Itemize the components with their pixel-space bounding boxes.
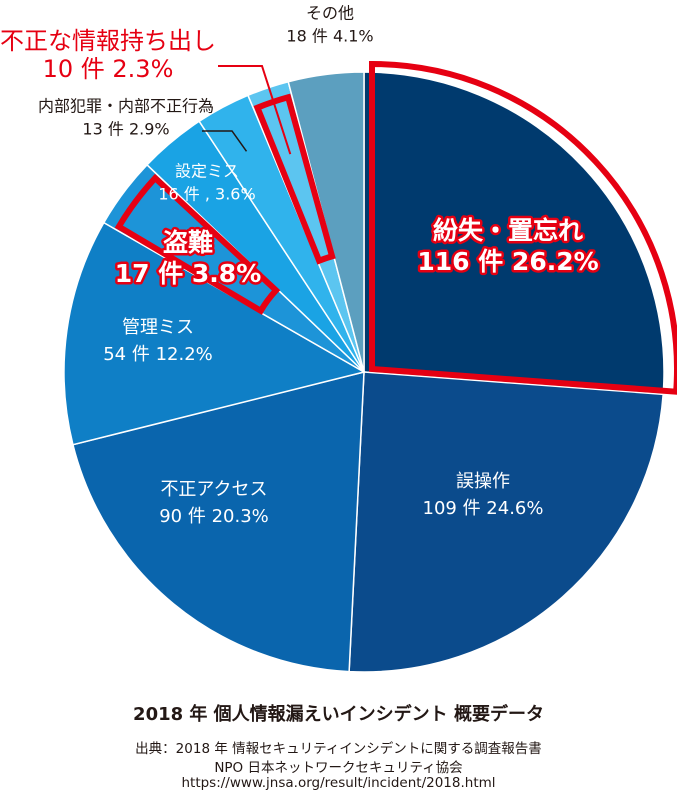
slice-category-label: 内部犯罪・内部不正行為 — [38, 97, 214, 116]
leader-lines — [202, 65, 292, 155]
source-citation: 出典：2018 年 情報セキュリティインシデントに関する調査報告書 — [135, 741, 542, 757]
slice-value-label: 18 件 4.1% — [286, 27, 373, 46]
slice-category-label: 誤操作 — [456, 471, 510, 492]
pie-slice — [287, 71, 365, 373]
slice-category-label: その他 — [306, 4, 354, 23]
slice-value-label: 116 件 26.2% — [417, 247, 598, 276]
slice-value-label: 90 件 20.3% — [159, 506, 269, 527]
pie-slices — [63, 60, 677, 673]
leader-line — [218, 65, 292, 155]
slice-category-label: 不正な情報持ち出し — [0, 27, 216, 55]
leader-line — [202, 130, 248, 152]
slice-category-label: 設定ミス — [175, 162, 239, 181]
highlight-outline — [114, 173, 281, 315]
slice-category-label: 管理ミス — [122, 317, 194, 338]
slice-value-label: 16 件 , 3.6% — [158, 185, 255, 204]
source-organization: NPO 日本ネットワークセキュリティ協会 — [214, 760, 463, 776]
slice-category-label: 盗難 — [163, 228, 213, 257]
slice-value-label: 109 件 24.6% — [423, 498, 544, 519]
slice-value-label: 13 件 2.9% — [82, 120, 169, 139]
pie-slice — [72, 371, 365, 673]
slice-value-label: 10 件 2.3% — [43, 55, 174, 83]
source-url: https://www.jnsa.org/result/incident/201… — [181, 775, 496, 791]
highlight-outline — [253, 93, 336, 265]
slice-value-label: 54 件 12.2% — [103, 344, 213, 365]
highlight-outline — [369, 60, 677, 395]
chart-title: 2018 年 個人情報漏えいインシデント 概要データ — [133, 704, 544, 725]
pie-slice — [348, 371, 664, 673]
pie-slice — [63, 221, 366, 446]
slice-value-label: 17 件 3.8% — [115, 259, 262, 288]
slice-category-label: 不正アクセス — [160, 479, 267, 500]
pie-slice — [363, 71, 665, 396]
slice-category-label: 紛失・置忘れ — [433, 216, 583, 245]
